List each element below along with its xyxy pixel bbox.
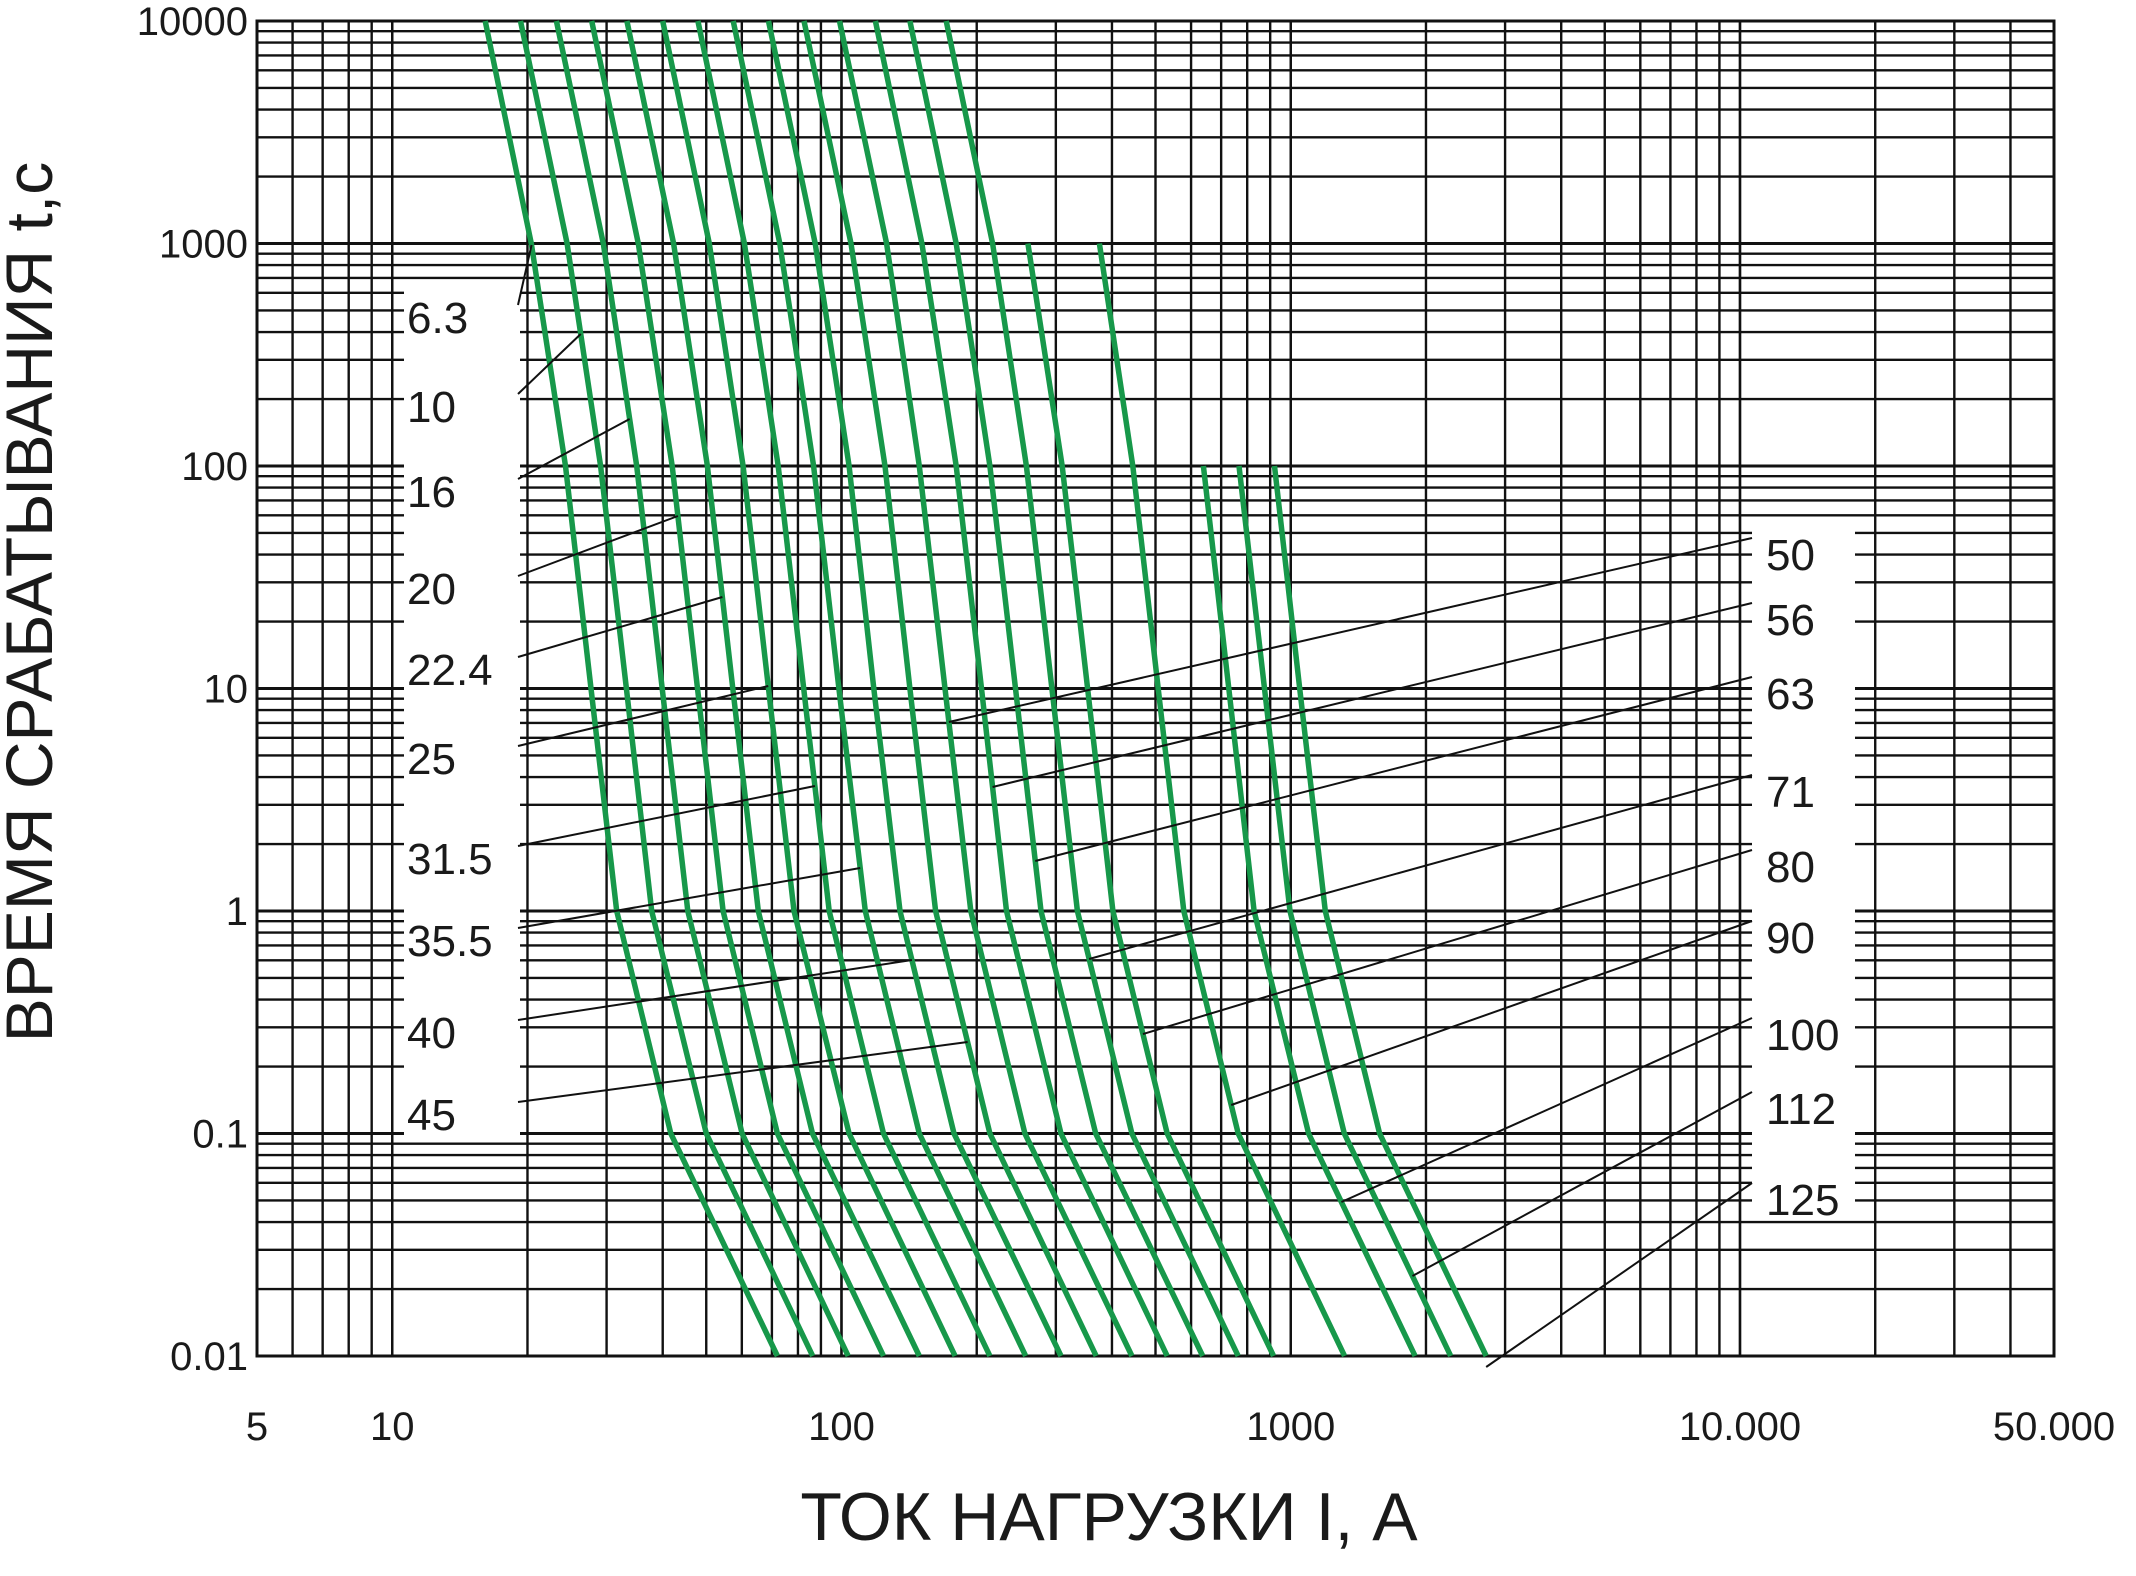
- fuse-curve: [801, 20, 1099, 1358]
- y-tick-label: 0.01: [170, 1335, 248, 1379]
- leader-line: [1230, 920, 1753, 1106]
- plot-frame: [255, 19, 2056, 1358]
- x-tick-label: 10.000: [1679, 1405, 1801, 1449]
- y-tick-label: 0.1: [192, 1113, 248, 1157]
- leader-line: [1485, 1182, 1753, 1368]
- leader-line: [517, 418, 631, 480]
- leader-line: [1142, 849, 1753, 1035]
- curve-label: 90: [1766, 914, 1815, 963]
- leader-line: [517, 685, 769, 747]
- fuse-curve: [907, 20, 1206, 1358]
- x-tick-label: 100: [808, 1405, 875, 1449]
- fuse-curve: [553, 20, 851, 1358]
- fuse-curve: [589, 20, 886, 1358]
- x-axis-label: ТОК НАГРУЗКИ I, А: [800, 1479, 1418, 1555]
- x-tick-label: 1000: [1246, 1405, 1335, 1449]
- leader-line: [992, 602, 1753, 788]
- fuse-curve: [1236, 465, 1454, 1358]
- fuse-curve: [1096, 243, 1348, 1358]
- curve-label: 31.5: [407, 835, 493, 884]
- fuse-curve: [1200, 465, 1418, 1358]
- y-tick-label: 1000: [159, 223, 248, 267]
- fuse-curve: [695, 20, 993, 1358]
- curve-label: 16: [407, 468, 456, 517]
- fuse-curve: [1271, 465, 1489, 1358]
- fuse-curve: [836, 20, 1135, 1358]
- curve-label: 20: [407, 565, 456, 614]
- leader-line: [517, 333, 582, 395]
- fuse-curve: [730, 20, 1029, 1358]
- curve-label: 35.5: [407, 917, 493, 966]
- leader-line: [1341, 1017, 1753, 1203]
- curve-label: 50: [1766, 531, 1815, 580]
- leader-line: [517, 1041, 968, 1103]
- fuse-curve: [624, 20, 922, 1358]
- y-tick-label: 1: [226, 890, 248, 934]
- leader-line: [517, 959, 913, 1021]
- fuse-curve: [517, 20, 816, 1358]
- curve-label: 112: [1766, 1085, 1836, 1134]
- curve-label: 80: [1766, 843, 1815, 892]
- curve-label: 125: [1766, 1176, 1839, 1225]
- leader-line: [517, 515, 679, 577]
- fuse-curve: [765, 20, 1064, 1358]
- leader-line: [1411, 1091, 1753, 1277]
- curves: [482, 20, 1489, 1358]
- fuse-curve: [482, 20, 780, 1358]
- x-tick-label: 10: [370, 1405, 415, 1449]
- curve-label: 100: [1766, 1011, 1839, 1060]
- curve-label: 22.4: [407, 646, 493, 695]
- curve-label: 10: [407, 383, 456, 432]
- fuse-curve: [660, 20, 958, 1358]
- fuse-curve: [872, 20, 1170, 1358]
- x-tick-label: 5: [246, 1405, 268, 1449]
- curve-label: 40: [407, 1009, 456, 1058]
- y-axis-label: ВРЕМЯ СРАБАТЫВАНИЯ t,c: [0, 162, 66, 1042]
- leader-line: [517, 785, 816, 847]
- curve-label: 56: [1766, 596, 1815, 645]
- curve-label: 63: [1766, 670, 1815, 719]
- left-label-box: [404, 280, 520, 1137]
- leader-line: [517, 244, 533, 306]
- leader-line: [517, 596, 723, 658]
- fuse-curve: [943, 20, 1241, 1358]
- labels: 6.3 10 16 20 22.4 25 31.5 35.5 40 45 50 56 63 71 80 90 1…: [407, 244, 1839, 1368]
- fuse-curve: [1025, 243, 1277, 1358]
- y-tick-label: 10000: [137, 0, 248, 44]
- curve-label: 6.3: [407, 294, 468, 343]
- leader-line: [948, 537, 1753, 723]
- curve-label: 71: [1766, 768, 1815, 817]
- curve-label: 25: [407, 735, 456, 784]
- y-tick-label: 10: [204, 668, 249, 712]
- right-label-box: [1752, 527, 1855, 1219]
- leader-line: [1035, 676, 1753, 862]
- y-tick-label: 100: [181, 445, 248, 489]
- leader-line: [1088, 774, 1753, 960]
- leader-line: [517, 867, 861, 929]
- curve-label: 45: [407, 1091, 456, 1140]
- x-tick-label: 50.000: [1993, 1405, 2115, 1449]
